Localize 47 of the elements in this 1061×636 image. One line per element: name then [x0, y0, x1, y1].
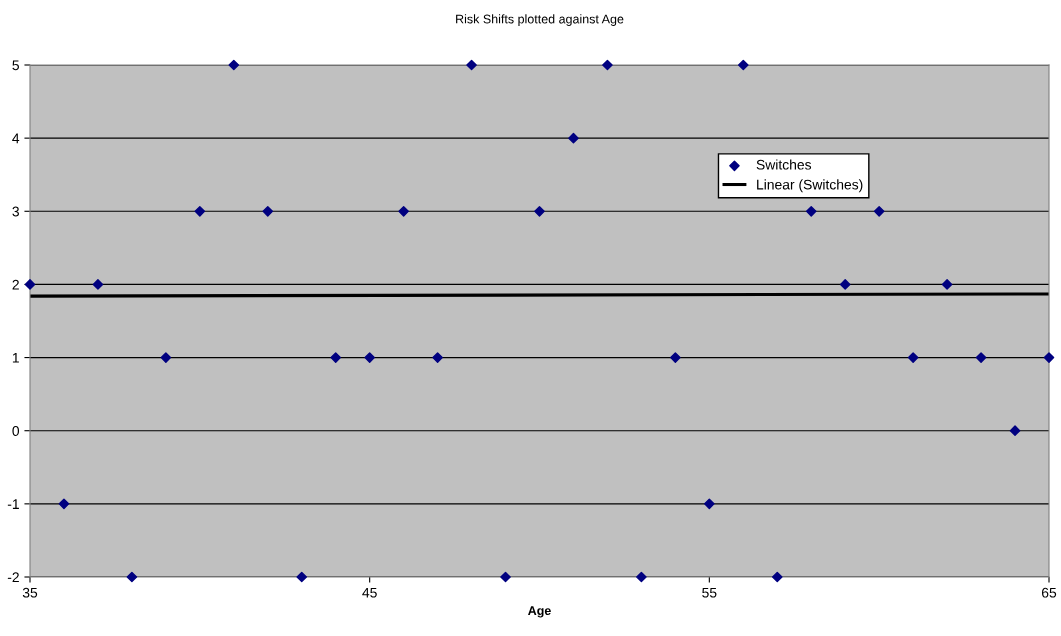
- point: [1009, 425, 1021, 437]
- point: [24, 279, 36, 290]
- point: [975, 352, 987, 363]
- point: [534, 205, 545, 217]
- point: [228, 59, 240, 71]
- x-tick-label: 35: [22, 587, 38, 598]
- x-axis-title: Age: [528, 606, 551, 618]
- legend-label: Linear (Switches): [757, 179, 863, 193]
- point: [907, 352, 919, 363]
- point: [873, 205, 885, 217]
- x-tick-label: 65: [1041, 587, 1057, 598]
- y-tick-label: -2: [7, 572, 19, 583]
- point: [58, 498, 70, 510]
- y-tick-label: 3: [12, 206, 19, 217]
- point: [805, 205, 817, 217]
- point: [364, 352, 375, 363]
- y-tick-label: 5: [12, 60, 19, 71]
- point: [1043, 352, 1055, 363]
- point: [771, 571, 783, 583]
- point: [636, 571, 647, 583]
- point: [262, 205, 274, 217]
- x-tick-label: 55: [702, 587, 717, 598]
- point: [568, 132, 579, 144]
- point: [160, 352, 172, 363]
- point: [432, 352, 443, 363]
- point: [330, 352, 342, 363]
- point: [941, 279, 953, 290]
- y-tick-label: 4: [12, 133, 20, 144]
- point: [737, 59, 749, 71]
- y-tick-label: 0: [12, 426, 20, 436]
- point: [194, 205, 206, 217]
- point: [126, 571, 138, 583]
- y-tick-label: 2: [12, 279, 19, 290]
- point: [839, 279, 851, 290]
- y-tick-label: 1: [12, 353, 19, 363]
- point: [670, 352, 681, 363]
- point: [92, 279, 104, 290]
- chart-title: Risk Shifts plotted against Age: [456, 14, 624, 26]
- legend-label: Switches: [756, 159, 812, 170]
- x-tick-label: 45: [362, 587, 377, 598]
- point: [466, 59, 477, 71]
- point: [602, 59, 613, 71]
- y-tick-label: -1: [7, 499, 19, 509]
- point: [500, 571, 511, 583]
- point: [296, 571, 308, 583]
- point: [704, 498, 715, 510]
- point: [398, 205, 409, 217]
